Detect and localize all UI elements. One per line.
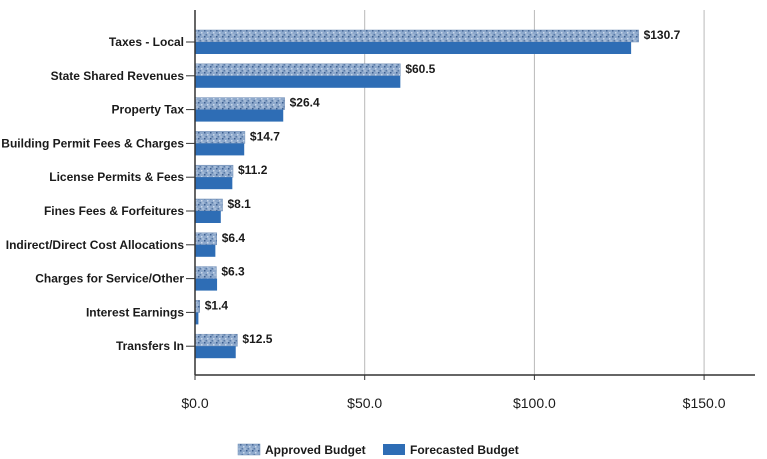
bar-approved [195, 98, 285, 110]
bar-forecasted [195, 279, 217, 291]
category-label: Interest Earnings [86, 305, 184, 319]
bar-forecasted [195, 76, 400, 88]
legend-swatch-forecasted [383, 444, 405, 455]
bar-approved [195, 30, 639, 42]
category-label: State Shared Revenues [51, 69, 185, 83]
x-tick-label: $150.0 [683, 395, 726, 411]
x-tick-label: $100.0 [513, 395, 556, 411]
category-label: Indirect/Direct Cost Allocations [6, 238, 185, 252]
data-label: $12.5 [242, 332, 272, 346]
bar-approved [195, 165, 233, 177]
bar-approved [195, 334, 237, 346]
category-label: Transfers In [116, 339, 184, 353]
legend-swatch-approved [238, 444, 260, 455]
data-label: $6.3 [221, 265, 245, 279]
bar-forecasted [195, 110, 283, 122]
bar-approved [195, 64, 400, 76]
bar-forecasted [195, 211, 221, 223]
bar-forecasted [195, 177, 232, 189]
category-label: Taxes - Local [109, 35, 184, 49]
legend: Approved Budget Forecasted Budget [238, 443, 519, 457]
category-label: Building Permit Fees & Charges [1, 136, 184, 150]
x-tick-label: $50.0 [347, 395, 382, 411]
bar-approved [195, 131, 245, 143]
data-label: $130.7 [644, 28, 681, 42]
x-tick-label: $0.0 [181, 395, 208, 411]
bars [195, 30, 639, 358]
data-label: $11.2 [238, 163, 268, 177]
bar-approved [195, 233, 217, 245]
data-label: $8.1 [227, 197, 251, 211]
bar-forecasted [195, 245, 215, 257]
legend-label-forecasted: Forecasted Budget [410, 443, 519, 457]
category-label: Charges for Service/Other [35, 272, 184, 286]
data-label: $1.4 [205, 298, 229, 312]
bar-approved [195, 267, 216, 279]
data-label: $14.7 [250, 129, 280, 143]
bar-approved [195, 199, 222, 211]
data-label: $6.4 [222, 231, 246, 245]
category-label: License Permits & Fees [49, 170, 184, 184]
bar-forecasted [195, 42, 631, 54]
category-label: Property Tax [112, 103, 185, 117]
data-label: $26.4 [290, 96, 320, 110]
data-label: $60.5 [405, 62, 435, 76]
legend-label-approved: Approved Budget [265, 443, 366, 457]
bar-forecasted [195, 143, 244, 155]
bar-forecasted [195, 346, 236, 358]
category-label: Fines Fees & Forfeitures [44, 204, 184, 218]
